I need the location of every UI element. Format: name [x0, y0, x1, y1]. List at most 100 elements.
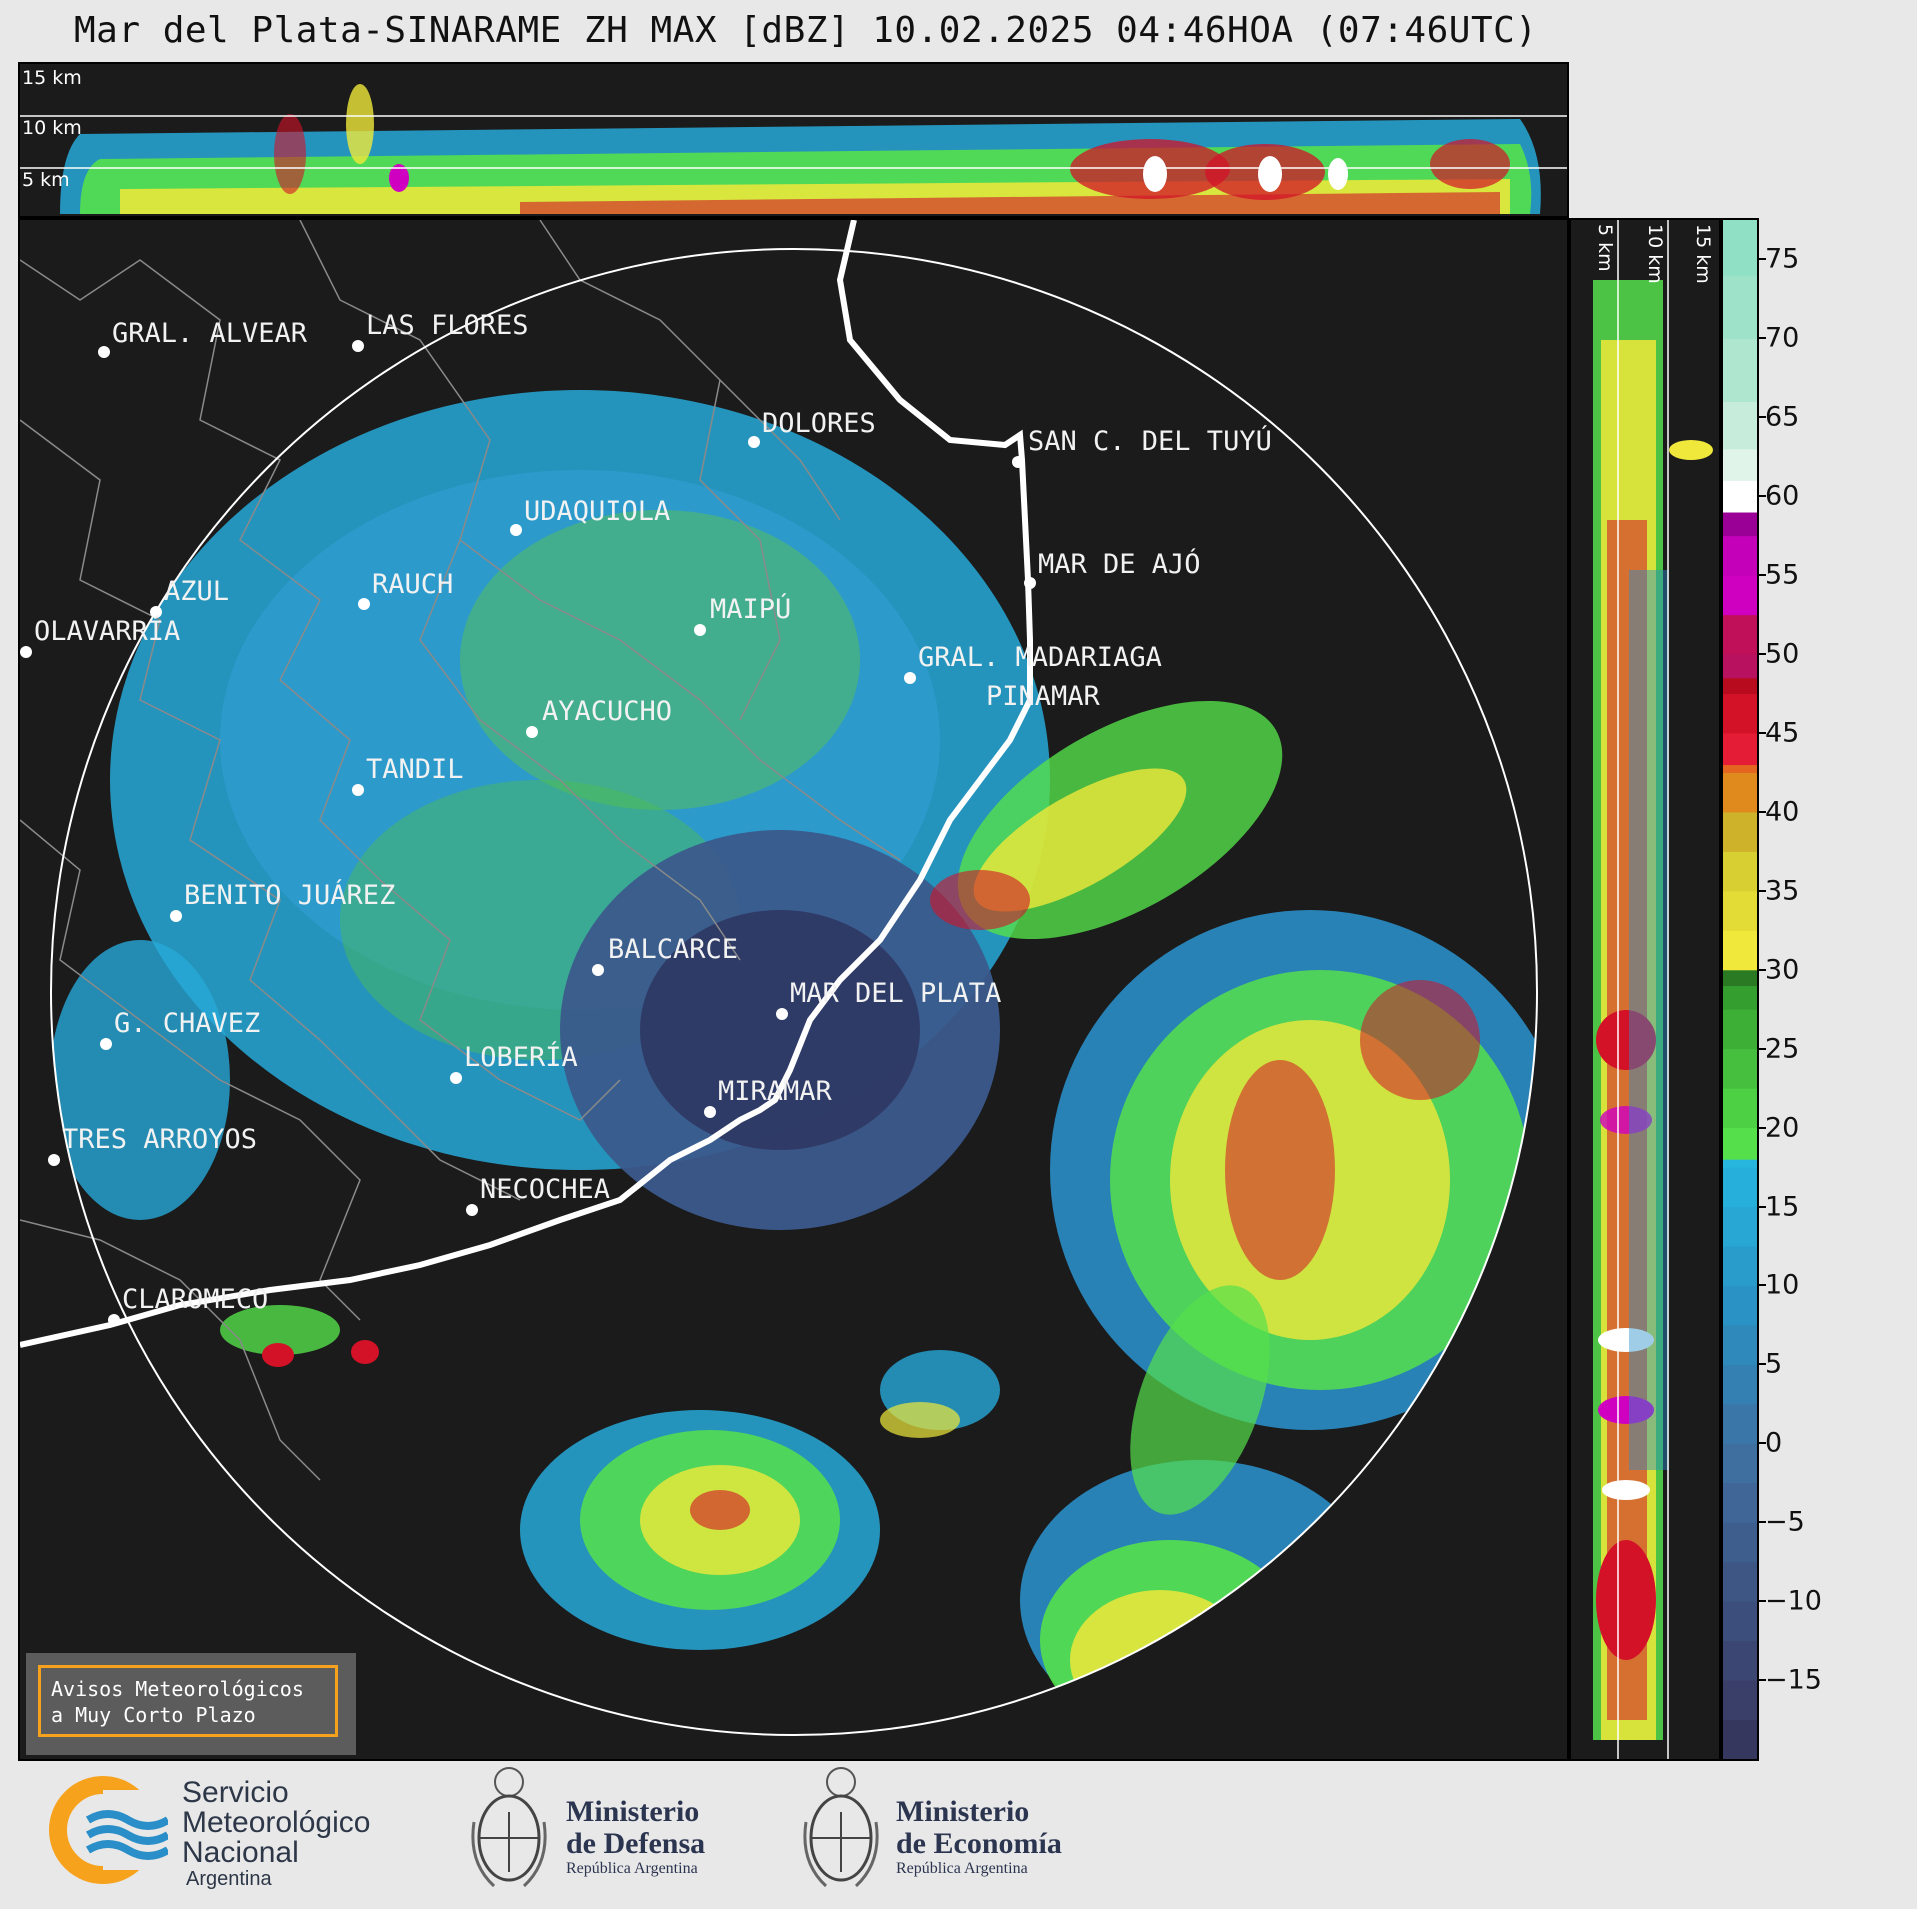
- city-marker-gral-alvear: [98, 346, 110, 358]
- side-km-label-5: 5 km: [1594, 224, 1616, 272]
- top-echo-band: [274, 114, 306, 194]
- defensa-line3: República Argentina: [566, 1860, 698, 1877]
- colorbar-tick-label: 60: [1765, 480, 1800, 512]
- city-marker-miramar: [704, 1106, 716, 1118]
- colorbar-tick-mark: [1759, 1600, 1766, 1603]
- city-label-benito-juarez: BENITO JUÁREZ: [184, 879, 395, 911]
- city-label-ayacucho: AYACUCHO: [542, 696, 672, 727]
- radar-map-panel: GRAL. ALVEAR LAS FLORES DOLORES SAN C. D…: [18, 218, 1569, 1761]
- colorbar-segment: [1723, 575, 1757, 616]
- colorbar-tick-mark: [1759, 732, 1766, 734]
- city-label-miramar: MIRAMAR: [718, 1076, 833, 1107]
- city-label-udaquiola: UDAQUIOLA: [524, 496, 670, 527]
- colorbar-segment: [1723, 811, 1757, 852]
- colorbar-segment: [1723, 654, 1757, 679]
- colorbar-tick-mark: [1759, 1442, 1766, 1445]
- colorbar-tick-label: 30: [1765, 954, 1800, 986]
- defensa-line2: de Defensa: [566, 1827, 706, 1860]
- colorbar-tick-label: 0: [1765, 1427, 1783, 1459]
- colorbar-tick-label: 25: [1765, 1033, 1800, 1065]
- chart-title: Mar del Plata-SINARAME ZH MAX [dBZ] 10.0…: [74, 10, 1538, 51]
- city-label-tandil: TANDIL: [366, 754, 464, 785]
- colorbar-tick-mark: [1759, 574, 1766, 577]
- colorbar-tick-mark: [1759, 1284, 1766, 1287]
- colorbar-segment: [1723, 1206, 1757, 1247]
- side-cross-section-plot: 5 km 10 km 15 km: [1593, 220, 1714, 1759]
- colorbar: [1721, 218, 1759, 1761]
- colorbar-segment: [1723, 338, 1757, 403]
- coastline: [20, 220, 1033, 1348]
- avisos-line1: Avisos Meteorológicos: [51, 1677, 304, 1701]
- colorbar-segment: [1723, 890, 1757, 931]
- colorbar-segment: [1723, 1680, 1757, 1721]
- top-echo-band: [1430, 139, 1510, 189]
- city-markers: GRAL. ALVEAR LAS FLORES DOLORES SAN C. D…: [20, 310, 1272, 1326]
- colorbar-tick-mark: [1759, 889, 1766, 892]
- economia-line1: Ministerio: [896, 1795, 1030, 1828]
- top-cross-section-plot: 15 km 10 km 5 km: [20, 67, 1567, 214]
- colorbar-segment: [1723, 733, 1757, 766]
- colorbar-tick-mark: [1759, 495, 1766, 498]
- smn-line3: Nacional: [182, 1836, 299, 1869]
- colorbar-tick-label: 5: [1765, 1348, 1783, 1380]
- city-marker-san-c-del-tuyu: [1012, 456, 1024, 468]
- defensa-line1: Ministerio: [566, 1795, 700, 1828]
- colorbar-segment: [1723, 764, 1757, 773]
- colorbar-segment: [1723, 1048, 1757, 1089]
- colorbar-segment: [1723, 677, 1757, 695]
- city-label-mar-de-ajo: MAR DE AJÓ: [1038, 548, 1201, 580]
- top-echo-band: [1143, 156, 1167, 192]
- city-label-rauch: RAUCH: [372, 569, 453, 600]
- colorbar-segment: [1723, 1167, 1757, 1208]
- colorbar-segment: [1723, 1159, 1757, 1168]
- city-label-mar-del-plata: MAR DEL PLATA: [790, 978, 1001, 1009]
- colorbar-scale: [1723, 220, 1757, 1760]
- city-label-pinamar: PINAMAR: [986, 681, 1101, 712]
- avisos-box[interactable]: Avisos Meteorológicos a Muy Corto Plazo: [26, 1653, 356, 1755]
- colorbar-tick-mark: [1759, 968, 1766, 971]
- colorbar-segment: [1723, 401, 1757, 450]
- city-marker-g-chavez: [100, 1038, 112, 1050]
- city-marker-tandil: [352, 784, 364, 796]
- colorbar-segment: [1723, 772, 1757, 813]
- smn-logo-icon: [49, 1776, 168, 1884]
- smn-line4: Argentina: [186, 1868, 272, 1890]
- city-label-maipu: MAIPÚ: [710, 593, 791, 625]
- city-marker-claromeco: [108, 1314, 120, 1326]
- city-marker-loberia: [450, 1072, 462, 1084]
- city-label-loberia: LOBERÍA: [464, 1041, 578, 1073]
- colorbar-tick-label: 10: [1765, 1269, 1800, 1301]
- colorbar-tick-label: 55: [1765, 559, 1800, 591]
- radar-map: GRAL. ALVEAR LAS FLORES DOLORES SAN C. D…: [20, 220, 1538, 1736]
- county-borders: [20, 220, 901, 1481]
- colorbar-tick-mark: [1759, 810, 1766, 813]
- city-marker-tres-arroyos: [48, 1154, 60, 1166]
- colorbar-segment: [1723, 1443, 1757, 1484]
- colorbar-tick-mark: [1759, 1363, 1766, 1366]
- side-km-label-15: 15 km: [1692, 224, 1714, 284]
- colorbar-segment: [1723, 1285, 1757, 1326]
- smn-line2: Meteorológico: [182, 1806, 371, 1839]
- city-marker-udaquiola: [510, 524, 522, 536]
- city-label-gral-madariaga: GRAL. MADARIAGA: [918, 642, 1162, 673]
- colorbar-tick-label: −15: [1765, 1664, 1822, 1696]
- city-marker-olavarria: [20, 646, 32, 658]
- colorbar-segment: [1723, 614, 1757, 655]
- colorbar-tick-label: 40: [1765, 796, 1800, 828]
- colorbar-tick-mark: [1759, 1679, 1766, 1682]
- city-label-claromeco: CLAROMECO: [122, 1284, 268, 1315]
- avisos-line2: a Muy Corto Plazo: [51, 1703, 256, 1727]
- top-echo-band: [389, 164, 409, 192]
- colorbar-segment: [1723, 1403, 1757, 1444]
- colorbar-segment: [1723, 220, 1757, 276]
- colorbar-segment: [1723, 1009, 1757, 1050]
- smn-line1: Servicio: [182, 1776, 289, 1809]
- colorbar-tick-label: −10: [1765, 1585, 1822, 1617]
- colorbar-tick-label: 20: [1765, 1112, 1800, 1144]
- colorbar-tick-label: 50: [1765, 638, 1800, 670]
- side-profile: [1593, 280, 1713, 1740]
- colorbar-segment: [1723, 851, 1757, 892]
- city-marker-dolores: [748, 436, 760, 448]
- city-label-las-flores: LAS FLORES: [366, 310, 529, 341]
- colorbar-tick-mark: [1759, 1205, 1766, 1208]
